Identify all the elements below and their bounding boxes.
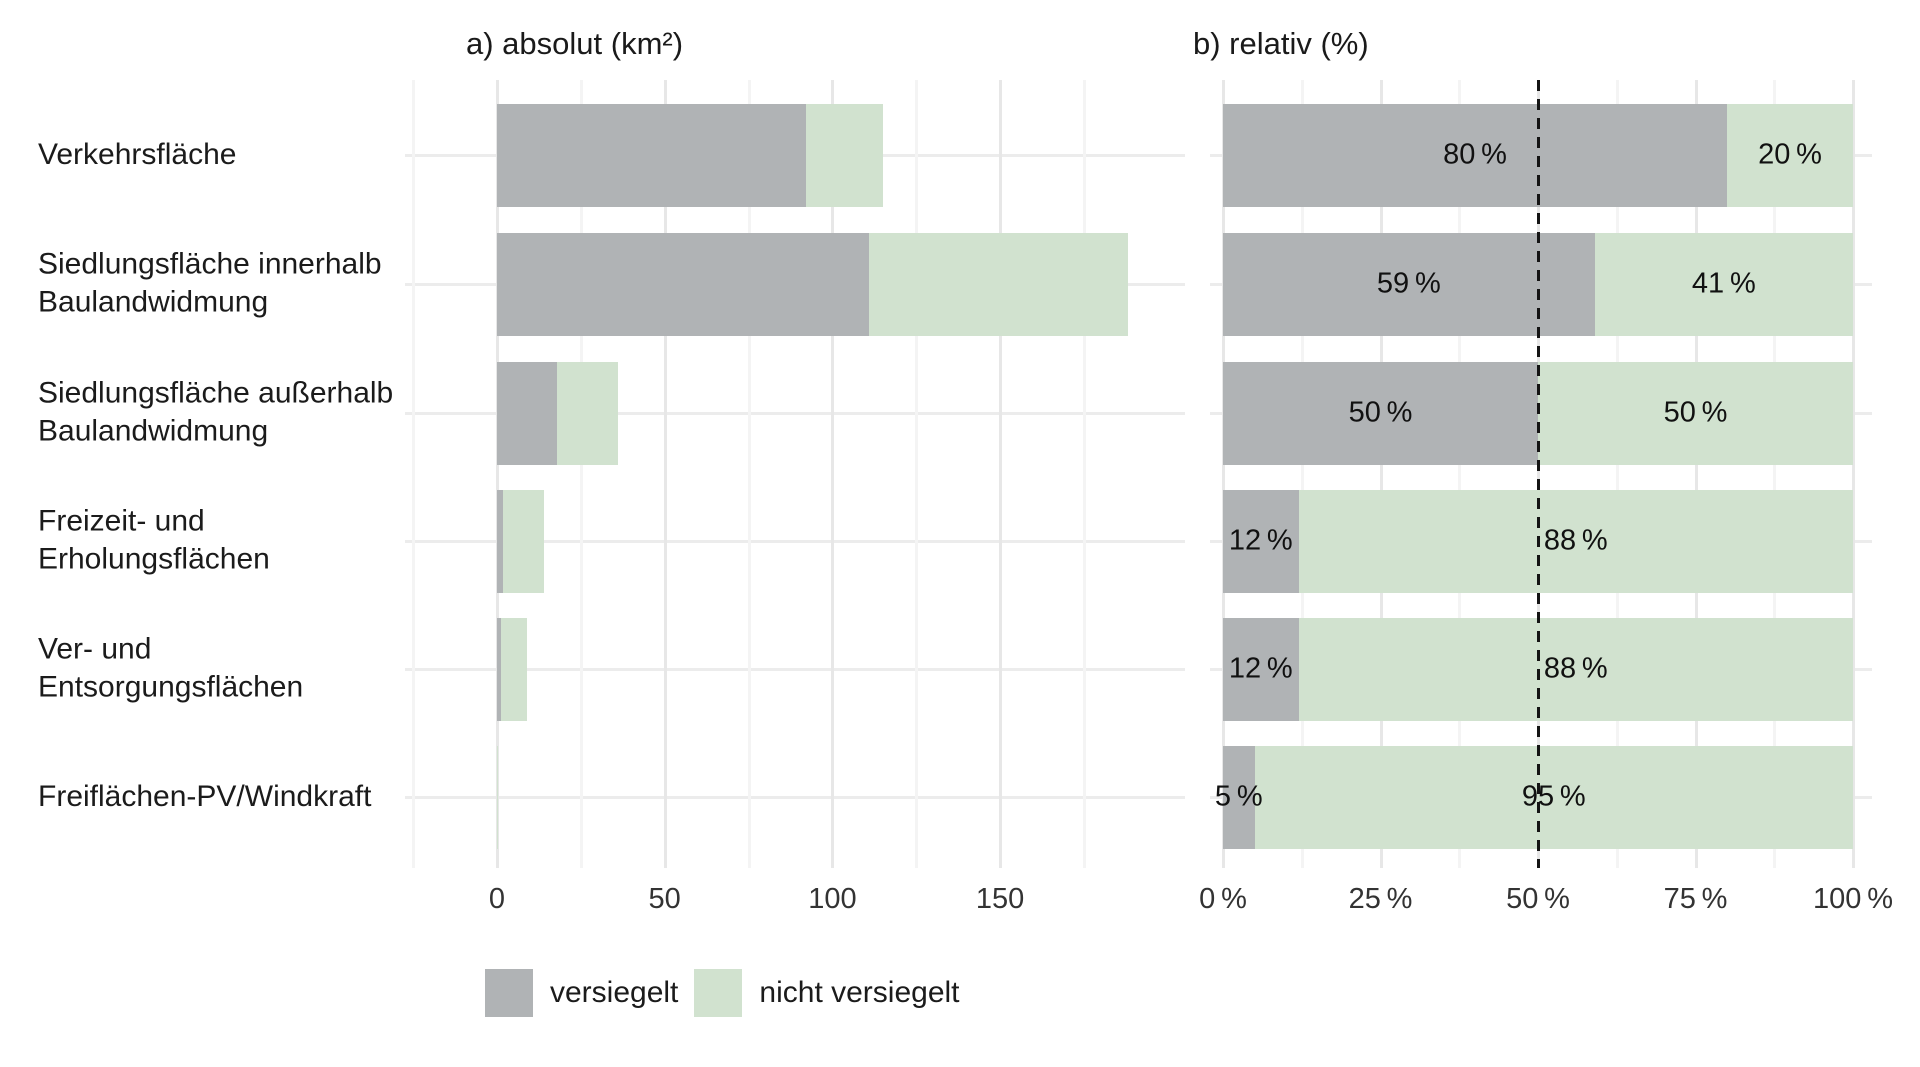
legend-label: versiegelt (550, 976, 679, 1009)
bar-value-label: 95 % (1521, 780, 1586, 813)
gridline-horizontal (405, 668, 1185, 671)
category-label: Freizeit- und Erholungsflächen (38, 504, 270, 576)
bar-value-label: 12 % (1228, 652, 1293, 685)
bar-segment-versiegelt (1223, 745, 1255, 849)
panel-a-plot-area (405, 80, 1185, 868)
bar-value-label: 80 % (1443, 138, 1507, 171)
gridline-major (663, 80, 667, 868)
category-label: Siedlungsfläche außerhalb Baulandwidmung (38, 376, 394, 448)
gridline-major (831, 80, 835, 868)
legend-swatch-versiegelt (485, 969, 533, 1017)
category-label: Ver- und Entsorgungsflächen (38, 632, 304, 704)
legend-swatch-nicht-versiegelt (694, 969, 743, 1017)
gridline-minor (1300, 80, 1304, 868)
x-tick-label: 100 % (1813, 883, 1893, 915)
bar-value-label: 50 % (1663, 396, 1728, 429)
bar-value-label: 88 % (1543, 652, 1608, 685)
bar-segment-nicht-versiegelt (1254, 745, 1853, 849)
gridline-minor (747, 80, 751, 868)
bar-segment-versiegelt (1223, 617, 1299, 721)
bar-segment-versiegelt (497, 489, 503, 593)
gridline-major (1694, 80, 1698, 868)
gridline-minor (579, 80, 583, 868)
bar-segment-versiegelt (497, 617, 501, 721)
panel-b-plot-area: 80 % 20 % 59 % 41 % 50 % 50 % 12 % 88 % 12 % 88 %… (1210, 80, 1872, 868)
bar-segment-nicht-versiegelt (502, 489, 545, 593)
gridline-minor (1458, 80, 1462, 868)
bar-value-label: 59 % (1376, 267, 1441, 300)
x-tick-label: 50 % (1506, 883, 1570, 915)
bar-segment-nicht-versiegelt (497, 745, 498, 849)
x-tick-label: 50 (648, 883, 681, 915)
category-label: Freiflächen-PV/Windkraft (38, 779, 372, 813)
gridline-horizontal (405, 540, 1185, 543)
bar-segment-nicht-versiegelt (500, 617, 528, 721)
legend: versiegelt nicht versiegelt (485, 969, 976, 1017)
bar-value-label: 41 % (1691, 267, 1756, 300)
bar-segment-versiegelt (497, 103, 806, 207)
gridline-horizontal (405, 412, 1185, 415)
x-tick-label: 75 % (1663, 883, 1728, 915)
bar-value-label: 88 % (1543, 524, 1608, 557)
gridline-major (1222, 80, 1225, 868)
gridline-major (1379, 80, 1383, 868)
panel-b-title: b) relativ (%) (1193, 26, 1369, 61)
bar-segment-nicht-versiegelt (1298, 489, 1853, 593)
x-tick-label: 25 % (1348, 883, 1413, 915)
bar-segment-nicht-versiegelt (805, 103, 883, 207)
bar-segment-versiegelt (1223, 489, 1299, 593)
bar-segment-versiegelt (1223, 361, 1538, 465)
bar-segment-nicht-versiegelt (869, 232, 1128, 336)
category-label: Verkehrsfläche (38, 137, 237, 171)
bar-segment-versiegelt (497, 361, 558, 465)
gridline-minor (412, 80, 416, 868)
gridline-major (1852, 80, 1855, 868)
legend-label: nicht versiegelt (759, 976, 960, 1009)
bar-value-label: 20 % (1758, 138, 1822, 171)
bar-segment-versiegelt (1223, 232, 1595, 336)
bar-segment-nicht-versiegelt (1594, 232, 1853, 336)
bar-segment-nicht-versiegelt (1727, 103, 1853, 207)
bar-segment-nicht-versiegelt (1298, 617, 1853, 721)
bar-segment-nicht-versiegelt (557, 361, 618, 465)
reference-line-50pct (1537, 80, 1540, 868)
bar-value-label: 50 % (1348, 396, 1413, 429)
gridline-minor (1082, 80, 1086, 868)
bar-segment-versiegelt (497, 232, 870, 336)
legend-item: versiegelt (485, 969, 678, 1017)
x-tick-label: 150 (975, 883, 1025, 915)
bar-value-label: 5 % (1214, 780, 1263, 813)
gridline-horizontal (405, 796, 1185, 799)
gridline-minor (1773, 80, 1777, 868)
x-tick-label: 0 (488, 883, 506, 915)
bar-segment-nicht-versiegelt (1538, 361, 1853, 465)
legend-item: nicht versiegelt (694, 969, 960, 1017)
gridline-minor (1615, 80, 1619, 868)
x-tick-label: 100 (808, 883, 857, 915)
category-label: Siedlungsfläche innerhalb Baulandwidmung (38, 247, 382, 319)
gridline-minor (915, 80, 919, 868)
x-tick-label: 0 % (1199, 883, 1247, 915)
bar-value-label: 12 % (1228, 524, 1293, 557)
panel-a-title: a) absolut (km²) (466, 26, 684, 61)
gridline-major (496, 80, 499, 868)
bar-segment-versiegelt (1223, 103, 1727, 207)
gridline-major (999, 80, 1003, 868)
